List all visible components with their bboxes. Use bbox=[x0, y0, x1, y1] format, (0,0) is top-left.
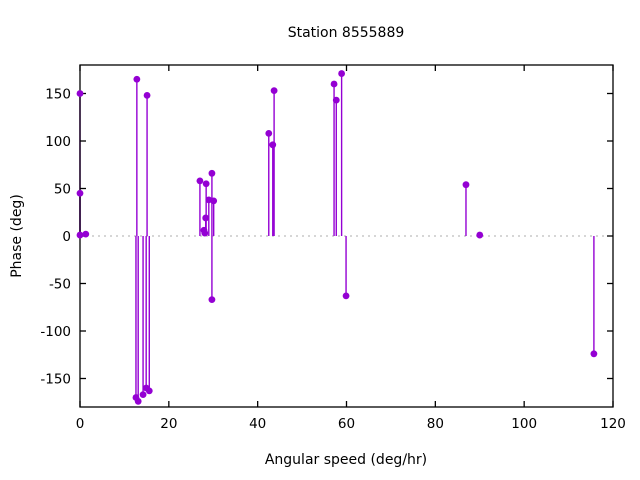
y-tick-label: -150 bbox=[40, 372, 71, 388]
data-point bbox=[133, 75, 141, 83]
data-point bbox=[208, 169, 216, 177]
data-point bbox=[134, 397, 142, 405]
x-tick-label: 100 bbox=[511, 416, 537, 432]
y-tick-label: -100 bbox=[40, 324, 71, 340]
data-point bbox=[210, 197, 218, 205]
axis-tick-labels: 0 20 40 60 80 100 120 -150 -100 -50 0 50 100 150 bbox=[40, 87, 626, 433]
x-tick-label: 80 bbox=[427, 416, 444, 432]
data-point bbox=[202, 180, 210, 188]
data-point bbox=[143, 92, 151, 99]
axis-ticks bbox=[79, 65, 614, 407]
y-axis-label: Phase (deg) bbox=[9, 194, 25, 278]
data-point bbox=[270, 87, 278, 95]
y-tick-label: 0 bbox=[62, 229, 71, 245]
data-point bbox=[330, 80, 338, 88]
data-point bbox=[196, 177, 204, 185]
data-point bbox=[338, 70, 346, 77]
data-point bbox=[476, 231, 484, 239]
y-tick-label: 100 bbox=[45, 134, 71, 150]
data-point bbox=[201, 229, 209, 237]
data-point bbox=[462, 181, 470, 189]
y-tick-label: 150 bbox=[45, 87, 71, 103]
data-point bbox=[76, 189, 84, 197]
data-point bbox=[269, 141, 277, 149]
y-tick-label: -50 bbox=[49, 277, 71, 293]
data-points bbox=[76, 70, 598, 405]
data-point bbox=[208, 296, 216, 304]
x-tick-label: 120 bbox=[600, 416, 626, 432]
data-point bbox=[342, 292, 350, 300]
data-point bbox=[145, 387, 153, 395]
data-point bbox=[76, 90, 84, 97]
data-point bbox=[76, 231, 84, 239]
y-tick-label: 50 bbox=[54, 182, 71, 198]
data-point bbox=[139, 391, 147, 399]
x-tick-label: 20 bbox=[160, 416, 177, 432]
x-tick-label: 40 bbox=[249, 416, 266, 432]
data-point bbox=[590, 350, 598, 358]
impulse-stems bbox=[79, 73, 595, 402]
x-tick-label: 60 bbox=[338, 416, 355, 432]
data-point bbox=[202, 214, 210, 222]
data-point bbox=[265, 130, 273, 137]
data-point bbox=[332, 96, 340, 104]
data-point bbox=[82, 230, 90, 238]
x-tick-label: 0 bbox=[76, 416, 85, 432]
chart-title: Station 8555889 bbox=[288, 25, 405, 41]
x-axis-label: Angular speed (deg/hr) bbox=[265, 452, 427, 468]
